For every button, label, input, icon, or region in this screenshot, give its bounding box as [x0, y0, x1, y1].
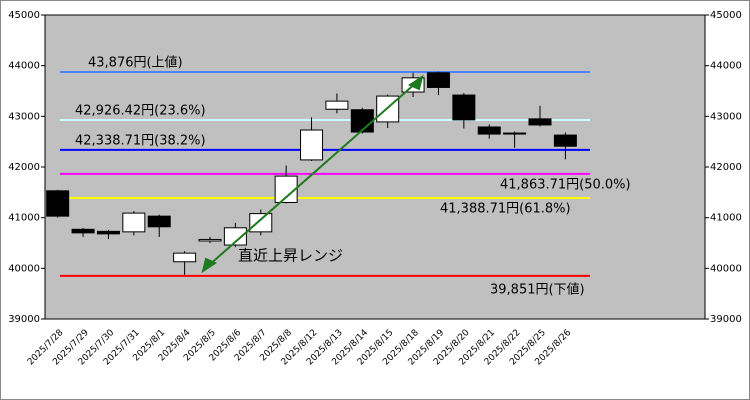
y-tick-label: 45000: [8, 10, 40, 21]
y2-tick-label: 40000: [710, 263, 742, 274]
candle-body: [223, 227, 247, 246]
candle-body: [325, 100, 349, 110]
y2-tick-label: 43000: [710, 111, 742, 122]
y2-tick-label: 44000: [710, 61, 742, 72]
y2-tick-label: 45000: [710, 10, 742, 21]
level-label: 41,388.71円(61.8%): [440, 201, 571, 216]
candle-body: [528, 118, 552, 126]
level-label: 41,863.71円(50.0%): [500, 177, 631, 192]
candle-body: [46, 190, 70, 217]
candle-body: [173, 252, 197, 263]
plot-area: [44, 14, 706, 320]
level-label: 42,926.42円(23.6%): [75, 104, 206, 119]
candle-body: [452, 94, 476, 121]
candle-body: [300, 129, 324, 161]
candle-body: [350, 109, 374, 133]
y2-tick-label: 42000: [710, 162, 742, 173]
y2-tick-label: 39000: [710, 314, 742, 325]
candle-body: [477, 126, 501, 135]
candle-body: [147, 215, 171, 228]
y-tick-label: 44000: [8, 61, 40, 72]
candle-body: [553, 134, 577, 147]
candle-body: [198, 238, 222, 242]
y-tick-label: 43000: [8, 111, 40, 122]
candle-body: [426, 72, 450, 88]
candle-body: [122, 212, 146, 233]
candle-body: [96, 230, 120, 235]
y2-tick-label: 41000: [710, 213, 742, 224]
level-label: 39,851円(下値): [490, 281, 585, 297]
y-tick-label: 42000: [8, 162, 40, 173]
y-tick-label: 39000: [8, 314, 40, 325]
candle-body: [274, 175, 298, 203]
level-label: 43,876円(上値): [88, 54, 183, 70]
y-tick-label: 40000: [8, 263, 40, 274]
level-label: 42,338.71円(38.2%): [75, 133, 206, 148]
annotation: 直近上昇レンジ: [238, 247, 343, 265]
y-tick-label: 41000: [8, 213, 40, 224]
range-arrow: [201, 74, 424, 274]
candle-body: [503, 132, 527, 135]
candle-body: [249, 213, 273, 233]
candle-body: [71, 228, 95, 234]
